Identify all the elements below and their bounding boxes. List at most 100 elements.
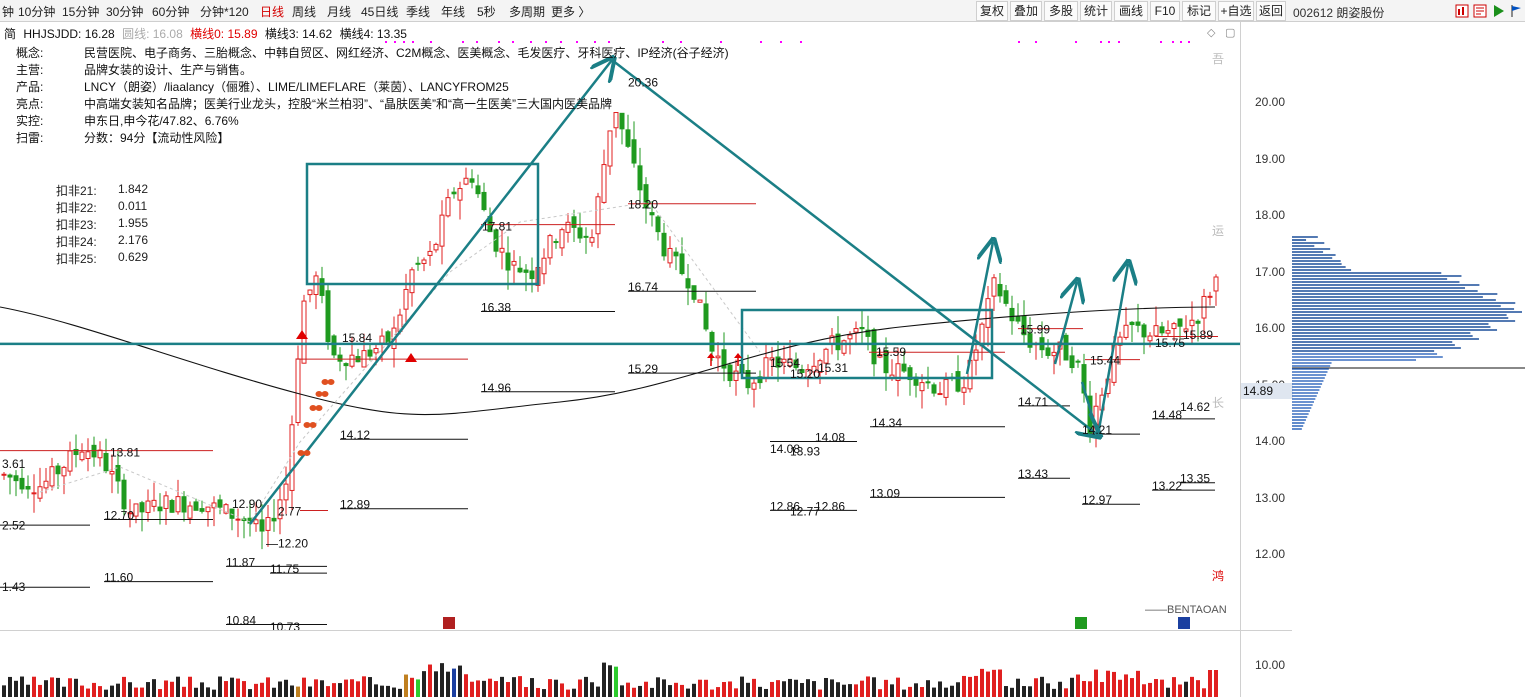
volume-bar: [824, 677, 828, 697]
toolbar-button[interactable]: 统计: [1080, 1, 1112, 21]
level-label: 11.75: [270, 562, 299, 576]
event-badge-icon[interactable]: [1075, 617, 1087, 629]
period-tab[interactable]: 5秒: [477, 5, 496, 19]
marker-dot: [780, 41, 782, 43]
marker-dot: [545, 41, 547, 43]
play-icon[interactable]: [1491, 4, 1505, 18]
volume-bar: [98, 686, 102, 697]
volume-bar: [1010, 687, 1014, 697]
volume-bar: [416, 679, 420, 697]
diamond-icon[interactable]: ◇: [1207, 27, 1216, 39]
period-tab[interactable]: 15分钟: [62, 5, 100, 19]
volume-bar: [728, 681, 732, 697]
candle: [763, 342, 769, 383]
volume-bar: [842, 684, 846, 697]
period-tab[interactable]: 日线: [260, 5, 285, 19]
toolbar-button[interactable]: F10: [1150, 1, 1180, 21]
toolbar-button[interactable]: 叠加: [1010, 1, 1042, 21]
level-label: 14.96: [481, 381, 511, 395]
volume-bar: [716, 687, 720, 697]
toolbar-button[interactable]: 返回: [1256, 1, 1286, 21]
candle: [1, 471, 7, 480]
trend-line[interactable]: [1080, 381, 1100, 436]
level-label: 18.20: [628, 198, 658, 212]
level-label: 3.61: [2, 457, 26, 471]
period-tab[interactable]: 45日线: [361, 5, 399, 19]
volume-bar: [44, 680, 48, 697]
expand-icon[interactable]: ▢: [1225, 27, 1236, 39]
candle: [355, 348, 361, 363]
volume-bar: [794, 679, 798, 697]
period-tab[interactable]: 季线: [406, 5, 431, 19]
volume-bar: [422, 671, 426, 697]
info-h0: 横线0: 15.89: [190, 27, 258, 41]
candle: [841, 339, 847, 356]
volume-bar: [758, 686, 762, 697]
volume-bar: [920, 687, 924, 697]
trend-line[interactable]: [1053, 282, 1077, 365]
trend-line[interactable]: [965, 242, 993, 375]
volume-bar: [464, 674, 468, 697]
event-badge-icon[interactable]: [1178, 617, 1190, 629]
toolbar-button[interactable]: 画线: [1114, 1, 1148, 21]
level-label: 13.09: [870, 486, 900, 500]
toolbar-button[interactable]: 标记: [1182, 1, 1216, 21]
toolbar-button[interactable]: 复权: [976, 1, 1008, 21]
volume-bar: [56, 677, 60, 697]
toolbar-button[interactable]: +自选: [1218, 1, 1254, 21]
volume-bar: [242, 681, 246, 697]
level-label: 15.20: [790, 367, 820, 381]
candle: [1177, 318, 1183, 339]
volume-panel[interactable]: [0, 630, 1240, 697]
period-tab[interactable]: 多周期: [509, 5, 546, 19]
candle: [679, 237, 685, 276]
event-badge-icon[interactable]: [443, 617, 455, 629]
trend-line[interactable]: [1096, 264, 1128, 436]
toolbar-button[interactable]: 多股: [1044, 1, 1078, 21]
period-tab[interactable]: 更多 〉: [551, 5, 591, 19]
level-label: 13.93: [790, 445, 820, 459]
chart-tool-icon[interactable]: [1455, 4, 1469, 18]
candlestick-chart[interactable]: 3.61 2.52 1.43 13.81 12.70 11.60 12.90 2.77 —12.…: [0, 22, 1240, 630]
candle: [85, 438, 91, 472]
drawn-box[interactable]: [740, 308, 994, 380]
level-label: 14.62: [1180, 400, 1210, 414]
period-tab[interactable]: 年线: [441, 5, 466, 19]
candle: [1195, 319, 1201, 342]
period-tab[interactable]: 60分钟: [152, 5, 190, 19]
period-tab[interactable]: 30分钟: [106, 5, 144, 19]
candle: [1075, 359, 1081, 368]
info-row-highlight: 亮点: 中高端女装知名品牌；医美行业龙头，控股“米兰柏羽”、“晶肤医美”和“高一…: [16, 97, 612, 111]
volume-bar: [650, 687, 654, 697]
trend-line[interactable]: [249, 60, 612, 525]
candle: [19, 468, 25, 494]
trend-line[interactable]: [611, 59, 1098, 435]
note-icon[interactable]: [1473, 4, 1487, 18]
candle: [1129, 321, 1135, 343]
kou-fei-row: 扣非22: 0.011: [56, 199, 148, 215]
drawn-box[interactable]: [305, 162, 540, 286]
candlestick-chart-panel[interactable]: 3.61 2.52 1.43 13.81 12.70 11.60 12.90 2.77 —12.…: [0, 22, 1240, 630]
volume-bar: [908, 686, 912, 697]
period-tab[interactable]: 10分钟: [18, 5, 56, 19]
level-label: 12.86: [815, 499, 845, 513]
candle: [235, 508, 241, 538]
level-label: 10.73: [270, 620, 300, 630]
period-tab[interactable]: 周线: [292, 5, 317, 19]
candle: [61, 465, 67, 495]
period-tab[interactable]: 钟: [2, 5, 15, 19]
flag-icon[interactable]: [1509, 4, 1523, 18]
volume-bar: [1172, 677, 1176, 697]
volume-bar: [62, 686, 66, 697]
volume-bar: [254, 683, 258, 697]
marker-dot: [412, 41, 414, 43]
price-tick-label: 18.00: [1255, 208, 1286, 222]
volume-bar: [1118, 679, 1122, 697]
butterfly-icon: [315, 391, 329, 397]
volume-tick-label: 10.00: [1255, 658, 1286, 672]
level-label: 15.75: [1155, 336, 1185, 350]
candle: [259, 504, 265, 550]
period-tab[interactable]: 分钟*120: [200, 5, 249, 19]
candle: [601, 149, 607, 204]
period-tab[interactable]: 月线: [327, 5, 352, 19]
